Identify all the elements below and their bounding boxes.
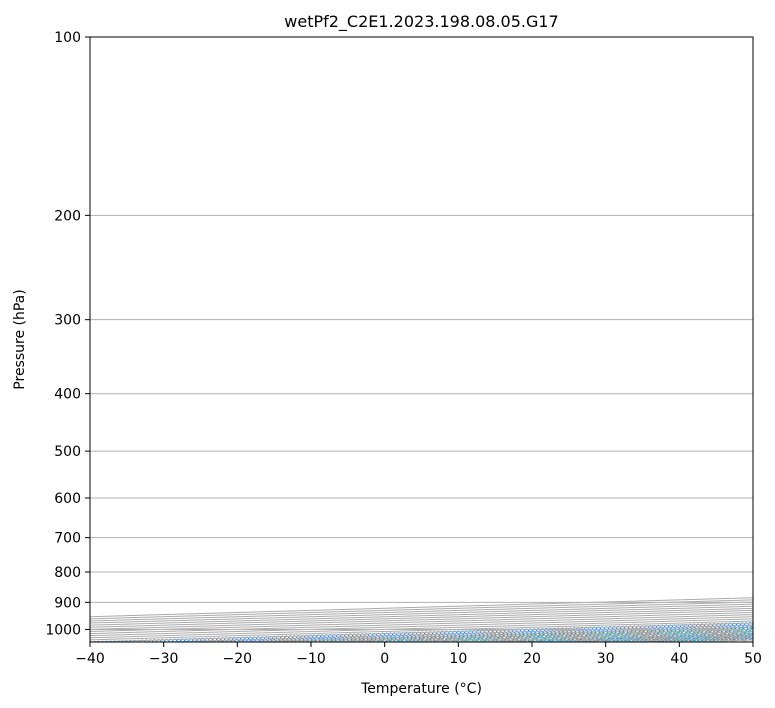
isotherm-line <box>90 620 753 641</box>
moist-adiabat <box>374 630 753 642</box>
x-tick-label: −20 <box>223 651 253 667</box>
y-tick-label: 1000 <box>45 622 81 638</box>
x-tick-label: 0 <box>380 651 389 667</box>
isotherm-line <box>90 601 753 622</box>
x-tick-label: 50 <box>744 651 762 667</box>
isotherm-line <box>90 609 753 630</box>
y-axis-label: Pressure (hPa) <box>12 289 28 389</box>
isotherm-line <box>752 641 753 642</box>
y-tick-label: 800 <box>54 565 81 581</box>
y-tick-label: 100 <box>54 30 81 46</box>
isotherm-line <box>90 599 753 620</box>
dry-adiabat <box>412 631 753 642</box>
isotherm-line <box>679 639 753 642</box>
dry-adiabat <box>562 635 753 642</box>
moist-adiabat <box>544 635 753 642</box>
moist-adiabat <box>689 639 753 642</box>
moist-adiabat <box>431 631 753 642</box>
y-tick-label: 900 <box>54 595 81 611</box>
y-tick-label: 200 <box>54 208 81 224</box>
y-tick-label: 700 <box>54 531 81 547</box>
moist-adiabat <box>317 628 753 642</box>
moist-adiabat <box>487 633 753 642</box>
moist-adiabat <box>573 636 753 642</box>
mixing-ratio-line <box>599 636 753 642</box>
dry-adiabat <box>338 628 753 642</box>
y-tick-label: 600 <box>54 491 81 507</box>
isotherm-line <box>90 614 753 635</box>
moist-adiabat <box>660 638 753 642</box>
isotherm-line <box>310 628 753 642</box>
x-tick-label: −10 <box>296 651 326 667</box>
isotherm-line <box>90 605 753 626</box>
x-tick-label: −40 <box>75 651 105 667</box>
isotherm-line <box>90 616 753 637</box>
moist-adiabat <box>260 626 753 642</box>
plot-frame <box>89 36 754 643</box>
dry-adiabat <box>636 637 753 642</box>
y-tick-label: 300 <box>54 313 81 329</box>
dry-adiabat <box>487 633 753 642</box>
chart-title: wetPf2_C2E1.2023.198.08.05.G17 <box>284 12 558 32</box>
x-tick-label: 30 <box>597 651 615 667</box>
isotherm-line <box>90 597 753 618</box>
isotherm-line <box>90 622 753 642</box>
isotherm-line <box>458 633 753 642</box>
moist-adiabat <box>403 631 753 642</box>
dry-adiabat <box>188 624 753 642</box>
isotherm-line <box>384 630 753 642</box>
x-tick-label: 10 <box>449 651 467 667</box>
dry-adiabat <box>711 640 753 642</box>
y-tick-label: 500 <box>54 444 81 460</box>
isotherm-line <box>90 603 753 624</box>
x-tick-label: −30 <box>149 651 179 667</box>
isotherm-line <box>90 607 753 628</box>
x-axis-label: Temperature (°C) <box>360 681 482 697</box>
isotherm-line <box>605 637 753 642</box>
moist-adiabat <box>346 629 753 642</box>
mixing-ratio-line <box>131 623 753 642</box>
isotherm-line <box>237 626 753 642</box>
isotherm-line <box>90 618 753 639</box>
y-tick-label: 400 <box>54 387 81 403</box>
x-tick-label: 40 <box>670 651 688 667</box>
isotherm-line <box>163 624 753 642</box>
moist-adiabat <box>459 632 753 642</box>
x-tick-label: 20 <box>523 651 541 667</box>
mixing-ratio-line <box>572 636 753 642</box>
moist-adiabat <box>289 627 753 642</box>
moist-adiabat <box>516 634 753 642</box>
isotherm-line <box>90 612 753 632</box>
dry-adiabat <box>263 626 753 642</box>
isotherm-line <box>531 635 753 642</box>
moist-adiabat <box>602 637 753 642</box>
